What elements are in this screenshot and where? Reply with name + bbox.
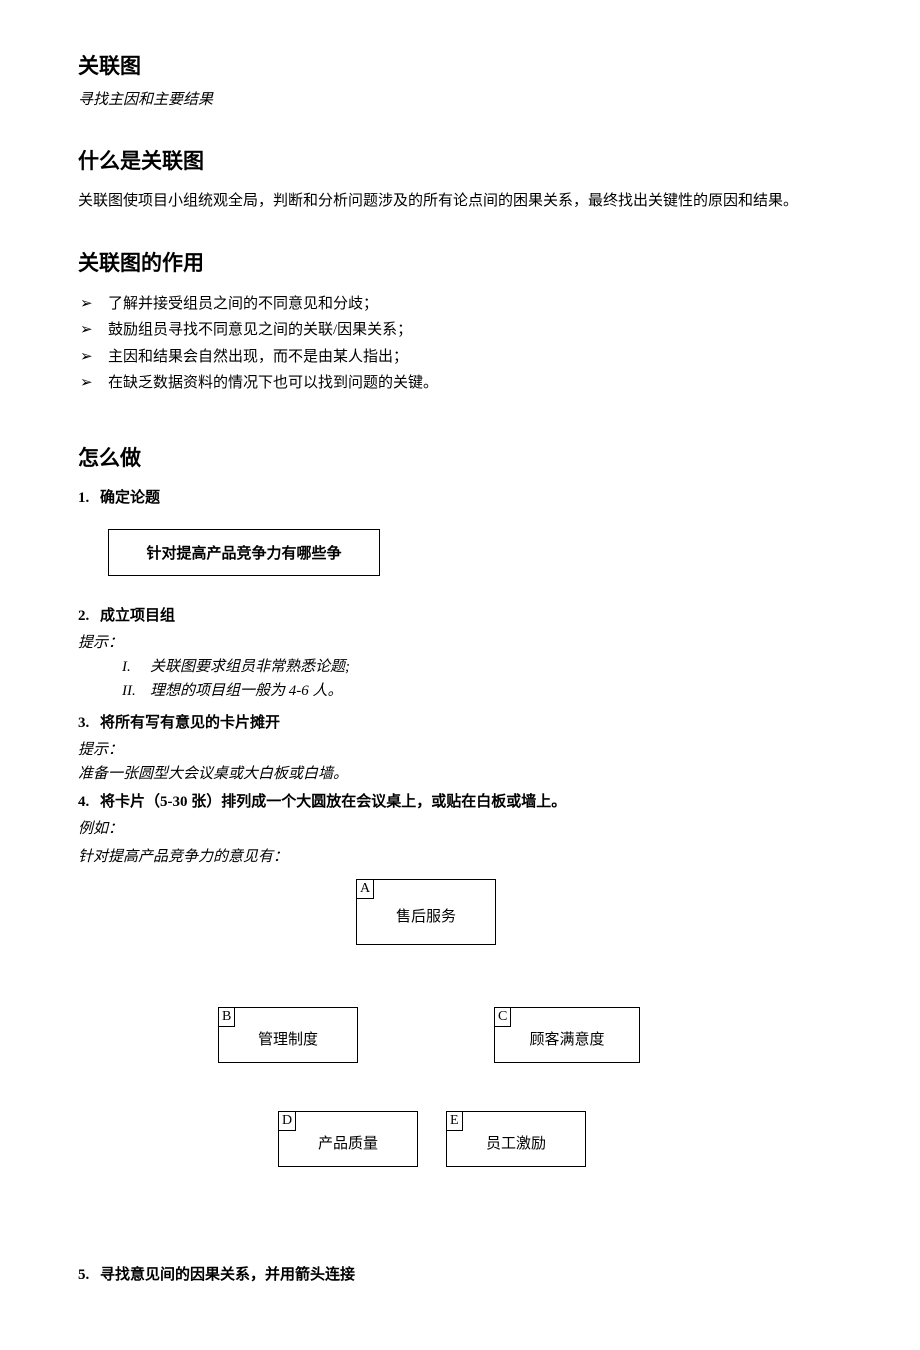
step-number: 5. [78, 1267, 100, 1284]
card-label: C [494, 1007, 511, 1027]
bullet-item: 在缺乏数据资料的情况下也可以找到问题的关键。 [78, 370, 842, 396]
roman-numeral: I. [122, 655, 150, 679]
step-5: 5.寻找意见间的因果关系，并用箭头连接 [78, 1263, 842, 1284]
step-label: 成立项目组 [100, 608, 175, 624]
card-box-b: B管理制度 [218, 1007, 358, 1063]
step-number: 3. [78, 715, 100, 732]
section1-heading: 什么是关联图 [78, 145, 842, 175]
section2-heading: 关联图的作用 [78, 247, 842, 277]
bullet-item: 了解并接受组员之间的不同意见和分歧； [78, 291, 842, 317]
roman-item: I.关联图要求组员非常熟悉论题; [122, 655, 842, 679]
hint-label: 提示： [78, 738, 842, 759]
card-text: 售后服务 [357, 880, 495, 944]
bullet-item: 鼓励组员寻找不同意见之间的关联/因果关系； [78, 317, 842, 343]
card-label: B [218, 1007, 235, 1027]
step-label: 确定论题 [100, 490, 160, 506]
step-label: 将所有写有意见的卡片摊开 [100, 715, 280, 731]
example-text: 针对提高产品竞争力的意见有： [78, 845, 842, 869]
bullet-item: 主因和结果会自然出现，而不是由某人指出； [78, 344, 842, 370]
doc-subtitle: 寻找主因和主要结果 [78, 88, 842, 109]
roman-text: 理想的项目组一般为 4-6 人。 [150, 683, 343, 699]
section2-bullet-list: 了解并接受组员之间的不同意见和分歧； 鼓励组员寻找不同意见之间的关联/因果关系；… [78, 291, 842, 396]
card-label: A [356, 879, 374, 899]
roman-item: II.理想的项目组一般为 4-6 人。 [122, 679, 842, 703]
step-1: 1.确定论题 [78, 486, 842, 507]
card-text: 顾客满意度 [495, 1008, 639, 1062]
card-box-d: D产品质量 [278, 1111, 418, 1167]
step-label: 将卡片（5-30 张）排列成一个大圆放在会议桌上，或贴在白板或墙上。 [100, 794, 566, 810]
section3-heading: 怎么做 [78, 442, 842, 472]
topic-box: 针对提高产品竞争力有哪些争 [108, 529, 380, 576]
step-number: 4. [78, 794, 100, 811]
card-text: 管理制度 [219, 1008, 357, 1062]
step-3: 3.将所有写有意见的卡片摊开 [78, 711, 842, 732]
step-4: 4.将卡片（5-30 张）排列成一个大圆放在会议桌上，或贴在白板或墙上。 [78, 790, 842, 811]
card-text: 员工激励 [447, 1112, 585, 1166]
roman-text: 关联图要求组员非常熟悉论题; [150, 659, 350, 675]
card-box-a: A售后服务 [356, 879, 496, 945]
step-number: 2. [78, 608, 100, 625]
step-number: 1. [78, 490, 100, 507]
roman-list: I.关联图要求组员非常熟悉论题; II.理想的项目组一般为 4-6 人。 [78, 655, 842, 703]
example-label: 例如： [78, 817, 842, 841]
card-text: 产品质量 [279, 1112, 417, 1166]
card-label: E [446, 1111, 463, 1131]
hint-label: 提示： [78, 631, 842, 652]
step-2: 2.成立项目组 [78, 604, 842, 625]
card-label: D [278, 1111, 296, 1131]
hint-text: 准备一张圆型大会议桌或大白板或白墙。 [78, 762, 842, 786]
doc-title: 关联图 [78, 50, 842, 80]
card-box-e: E员工激励 [446, 1111, 586, 1167]
section1-body: 关联图使项目小组统观全局，判断和分析问题涉及的所有论点间的困果关系，最终找出关键… [78, 189, 842, 213]
card-box-c: C顾客满意度 [494, 1007, 640, 1063]
roman-numeral: II. [122, 679, 150, 703]
card-diagram: A售后服务 B管理制度 C顾客满意度 D产品质量 E员工激励 [198, 879, 758, 1199]
step-label: 寻找意见间的因果关系，并用箭头连接 [100, 1267, 355, 1283]
